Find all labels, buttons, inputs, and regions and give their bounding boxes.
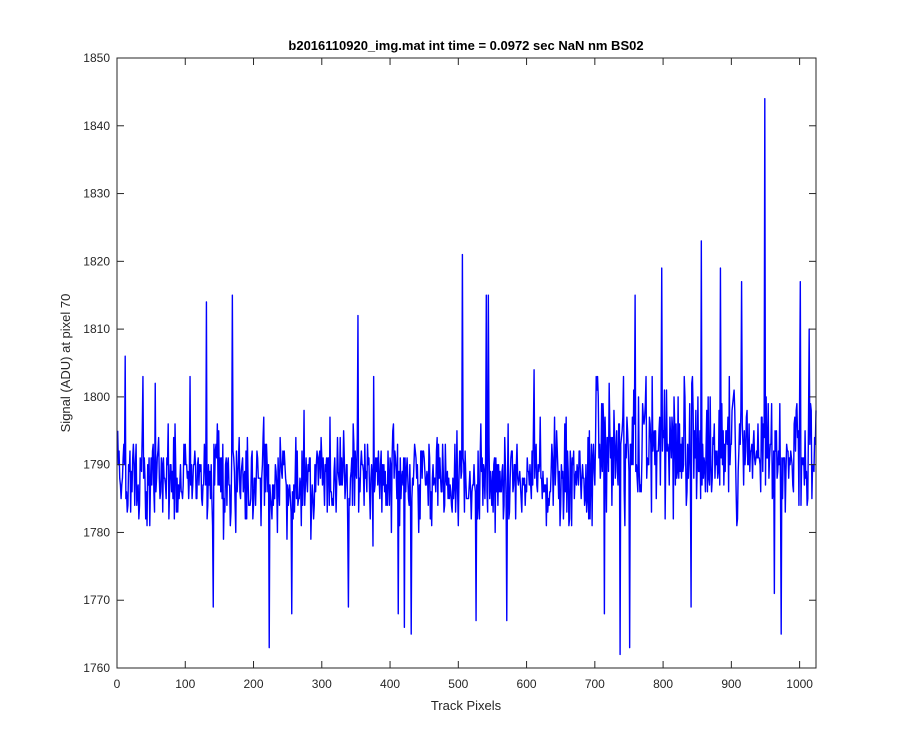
signal-series-line [116,97,817,656]
x-tick-label: 300 [312,677,332,691]
x-tick-label: 800 [653,677,673,691]
y-tick-label: 1760 [83,661,110,675]
y-tick-label: 1770 [83,593,110,607]
y-tick-label: 1810 [83,322,110,336]
x-tick-label: 600 [517,677,537,691]
x-tick-label: 700 [585,677,605,691]
series-layer [116,97,817,656]
y-axis-label: Signal (ADU) at pixel 70 [58,294,73,433]
x-axis-label: Track Pixels [431,698,502,713]
x-tick-label: 900 [721,677,741,691]
y-tick-label: 1850 [83,51,110,65]
x-tick-label: 200 [244,677,264,691]
y-tick-label: 1800 [83,390,110,404]
x-axis: 0 100 200 300 400 500 600 700 800 900 1000 [114,58,813,691]
chart-title: b2016110920_img.mat int time = 0.0972 se… [288,38,643,53]
x-tick-label: 500 [448,677,468,691]
plot-frame [116,57,817,669]
x-tick-label: 400 [380,677,400,691]
y-tick-label: 1840 [83,119,110,133]
y-tick-label: 1780 [83,525,110,539]
y-tick-label: 1820 [83,254,110,268]
y-tick-label: 1790 [83,458,110,472]
y-axis: 1760 1770 1780 1790 1800 1810 1820 1830 1840 1850 [83,51,816,675]
x-tick-label: 100 [175,677,195,691]
y-tick-label: 1830 [83,187,110,201]
plot-area [117,58,816,668]
x-tick-label: 1000 [786,677,813,691]
x-tick-label: 0 [114,677,121,691]
